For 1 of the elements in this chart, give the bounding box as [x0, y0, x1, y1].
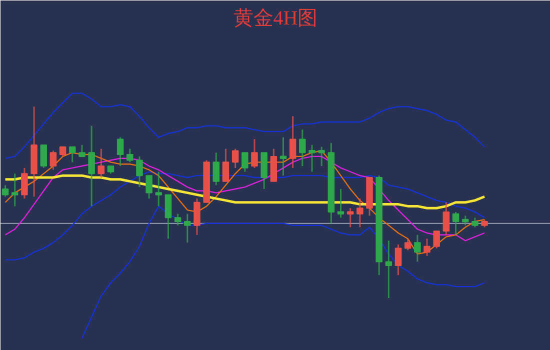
chart-title: 黄金4H图 [233, 8, 318, 30]
